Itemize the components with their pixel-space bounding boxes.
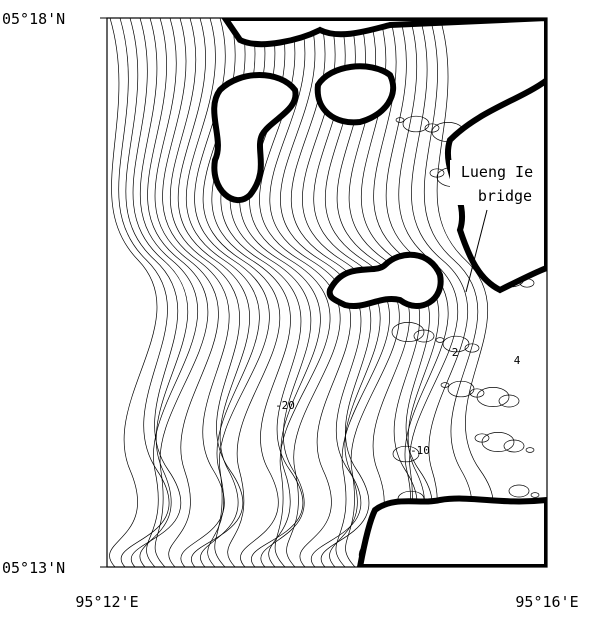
contour-line xyxy=(436,338,444,343)
contour-line xyxy=(133,18,188,567)
contour-line xyxy=(109,18,157,567)
contour-line xyxy=(119,18,169,567)
contour-line xyxy=(526,448,534,453)
contour-line xyxy=(148,18,208,567)
contour-line xyxy=(482,432,514,451)
lon-label: 95°12'E xyxy=(75,593,138,611)
contour-line xyxy=(140,18,197,567)
map: 05°18'N 05°13'N 95°12'E 95°16'E -20 -10 … xyxy=(0,0,597,615)
annotation: bridge xyxy=(478,187,532,205)
contour-line xyxy=(155,18,218,567)
contour-line xyxy=(509,485,529,497)
lat-label: 05°13'N xyxy=(2,559,65,577)
contour-label: 2 xyxy=(452,346,459,359)
contour-line xyxy=(531,493,539,498)
annotation: Lueng Ie xyxy=(461,163,533,181)
lon-label: 95°16'E xyxy=(515,593,578,611)
contour-label: -20 xyxy=(275,399,295,412)
contour-label: -10 xyxy=(410,444,430,457)
contour-label: 4 xyxy=(514,354,521,367)
contour-line xyxy=(477,387,509,406)
lat-label: 05°18'N xyxy=(2,10,65,28)
